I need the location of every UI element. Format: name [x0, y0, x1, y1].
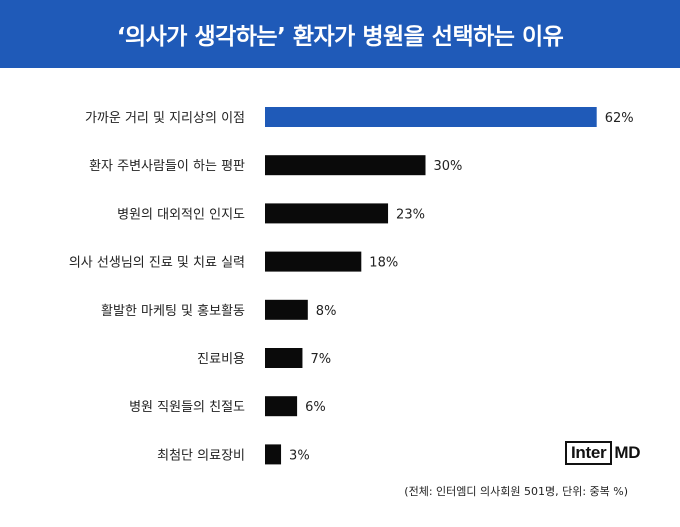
value-label: 23%: [396, 207, 425, 222]
bar: [265, 396, 298, 417]
value-label: 3%: [289, 448, 310, 463]
bar: [265, 444, 282, 465]
category-label: 활발한 마케팅 및 홍보활동: [101, 304, 245, 319]
bar: [265, 155, 426, 176]
value-label: 30%: [434, 159, 463, 174]
value-label: 6%: [305, 400, 326, 415]
chart-title: ‘의사가 생각하는’ 환자가 병원을 선택하는 이유: [116, 24, 564, 50]
category-label: 병원 직원들의 친절도: [129, 400, 245, 415]
bar: [265, 107, 597, 127]
bar-chart: 가까운 거리 및 지리상의 이점 62% 환자 주변사람들이 하는 평판 30% 병원의…: [69, 107, 634, 465]
logo-boxed-text: Inter: [565, 441, 613, 465]
bar: [265, 348, 303, 368]
value-label: 18%: [369, 256, 398, 271]
category-label: 진료비용: [197, 352, 245, 367]
value-label: 7%: [310, 352, 331, 367]
chart-header: ‘의사가 생각하는’ 환자가 병원을 선택하는 이유: [0, 0, 680, 68]
bar: [265, 251, 362, 272]
logo-text: MD: [614, 443, 641, 462]
value-label: 8%: [316, 304, 337, 319]
value-label: 62%: [605, 111, 634, 126]
category-label: 최첨단 의료장비: [157, 448, 245, 463]
bar: [265, 299, 308, 320]
category-label: 가까운 거리 및 지리상의 이점: [85, 111, 245, 126]
category-label: 병원의 대외적인 인지도: [117, 207, 245, 222]
category-label: 의사 선생님의 진료 및 치료 실력: [69, 256, 245, 271]
bar: [265, 203, 389, 224]
footnote: (전체: 인터엠디 의사회원 501명, 단위: 중복 %): [404, 485, 628, 498]
category-label: 환자 주변사람들이 하는 평판: [89, 159, 245, 174]
intermd-logo: Inter MD: [565, 441, 640, 465]
